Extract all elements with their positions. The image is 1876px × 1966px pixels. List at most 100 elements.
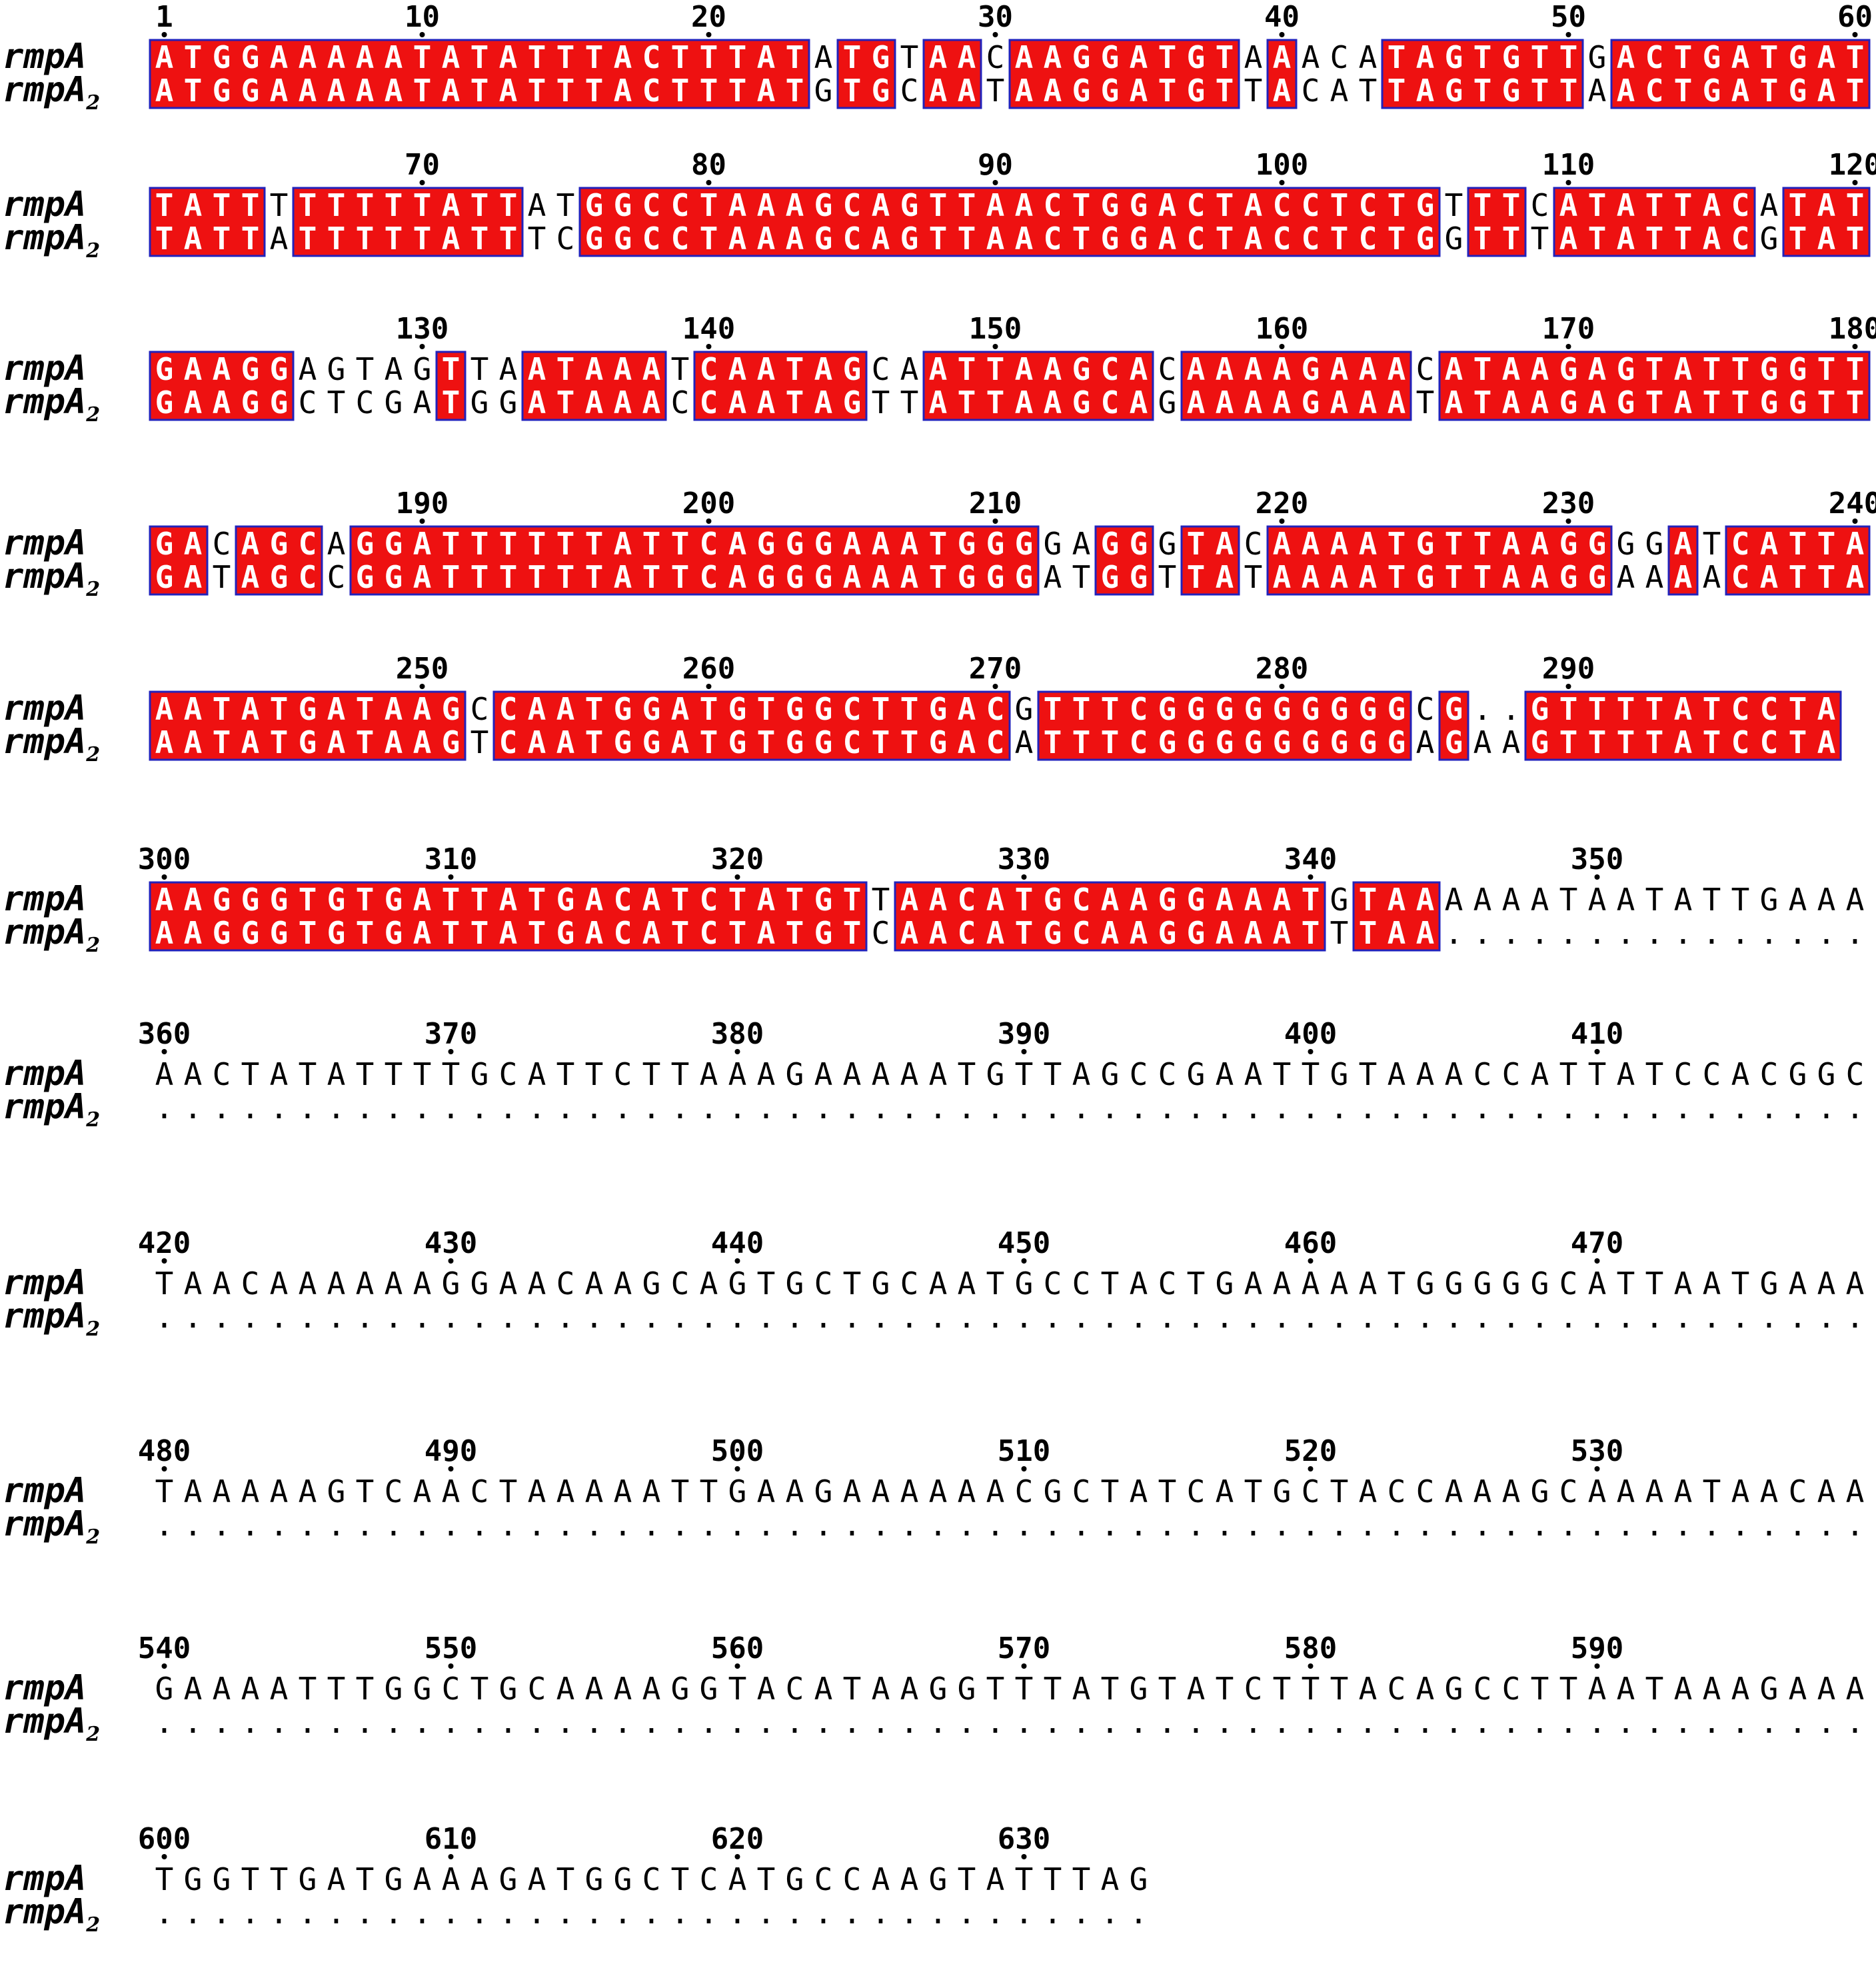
ruler-number: 430: [425, 1226, 477, 1260]
residue: G: [786, 724, 804, 760]
residue: G: [1760, 1266, 1779, 1302]
gap-symbol: .: [814, 1090, 833, 1126]
residue: T: [585, 526, 604, 562]
residue: T: [986, 73, 1005, 109]
residue: T: [1388, 1266, 1406, 1302]
gap-symbol: .: [1760, 1507, 1779, 1543]
gap-symbol: .: [872, 1704, 890, 1740]
residue: C: [1559, 1266, 1578, 1302]
residue: T: [385, 1056, 403, 1092]
ruler-number: 420: [138, 1226, 191, 1260]
gap-symbol: .: [786, 1507, 804, 1543]
ruler-tick: [734, 1258, 740, 1264]
conserved-region: [895, 882, 1325, 950]
residue: A: [1015, 39, 1034, 75]
residue: T: [470, 73, 489, 109]
residue: A: [642, 385, 661, 421]
gap-symbol: .: [1502, 1299, 1521, 1335]
residue: A: [1817, 1266, 1836, 1302]
conserved-region: [1182, 526, 1239, 594]
conserved-region-border: [693, 351, 868, 421]
residue: A: [757, 385, 776, 421]
ruler-tick: [419, 32, 425, 37]
gap-symbol: .: [1703, 1090, 1721, 1126]
residue: A: [1445, 1474, 1463, 1509]
gap-symbol: .: [700, 1704, 718, 1740]
residue: A: [1302, 526, 1320, 562]
residue: T: [499, 1474, 518, 1509]
residue: G: [241, 39, 260, 75]
residue: G: [929, 1671, 948, 1707]
residue: C: [814, 1861, 833, 1897]
residue: A: [757, 187, 776, 223]
residue: A: [270, 73, 289, 109]
gap-symbol: .: [728, 1507, 747, 1543]
conserved-region: [522, 352, 666, 420]
conserved-region-border: [1524, 690, 1842, 761]
residue: T: [241, 221, 260, 257]
residue: T: [671, 39, 690, 75]
ruler-number: 210: [969, 487, 1022, 520]
residue: T: [958, 1056, 976, 1092]
residue: C: [900, 73, 919, 109]
residue: A: [213, 351, 231, 387]
conserved-region-border: [578, 187, 1441, 257]
gap-symbol: .: [1416, 1507, 1435, 1543]
residue: T: [528, 559, 546, 595]
conserved-region: [1268, 526, 1611, 594]
gap-symbol: .: [700, 1299, 718, 1335]
residue: A: [843, 526, 862, 562]
residue: C: [499, 724, 518, 760]
residue: G: [1502, 39, 1521, 75]
residue: A: [786, 1474, 804, 1509]
gap-symbol: .: [958, 1090, 976, 1126]
gap-symbol: .: [986, 1507, 1005, 1543]
residue: G: [442, 691, 461, 727]
residue: A: [700, 1056, 718, 1092]
residue: A: [986, 1861, 1005, 1897]
conserved-region-border: [149, 525, 209, 596]
residue: C: [843, 1861, 862, 1897]
residue: T: [728, 1671, 747, 1707]
residue: A: [1617, 187, 1635, 223]
gap-symbol: .: [1101, 1090, 1120, 1126]
residue: G: [728, 1266, 747, 1302]
ruler-tick: [1594, 1258, 1600, 1264]
residue: T: [413, 221, 432, 257]
residue: G: [585, 187, 604, 223]
residue: G: [1445, 221, 1463, 257]
residue: G: [270, 882, 289, 918]
residue: G: [786, 1861, 804, 1897]
residue: A: [499, 351, 518, 387]
residue: T: [1473, 73, 1492, 109]
gap-symbol: .: [614, 1090, 632, 1126]
residue: G: [1330, 882, 1349, 918]
residue: A: [1588, 882, 1607, 918]
residue: A: [442, 73, 461, 109]
residue: A: [213, 1671, 231, 1707]
gap-symbol: .: [671, 1704, 690, 1740]
residue: A: [757, 1056, 776, 1092]
residue: T: [671, 351, 690, 387]
gap-symbol: .: [470, 1704, 489, 1740]
ruler-number: 550: [425, 1631, 477, 1665]
gap-symbol: .: [872, 1895, 890, 1931]
residue: G: [1158, 915, 1177, 951]
gap-symbol: .: [1531, 1090, 1549, 1126]
gap-symbol: .: [585, 1507, 604, 1543]
residue: G: [1130, 187, 1148, 223]
residue: C: [1760, 1056, 1779, 1092]
residue: T: [1645, 882, 1664, 918]
residue: T: [1588, 724, 1607, 760]
residue: T: [470, 187, 489, 223]
residue: C: [1502, 1056, 1521, 1092]
conserved-region-border: [235, 525, 323, 596]
residue: T: [556, 351, 575, 387]
residue: A: [413, 1266, 432, 1302]
residue: T: [1846, 187, 1865, 223]
residue: A: [1359, 39, 1378, 75]
residue: A: [642, 1671, 661, 1707]
residue: T: [356, 1861, 375, 1897]
